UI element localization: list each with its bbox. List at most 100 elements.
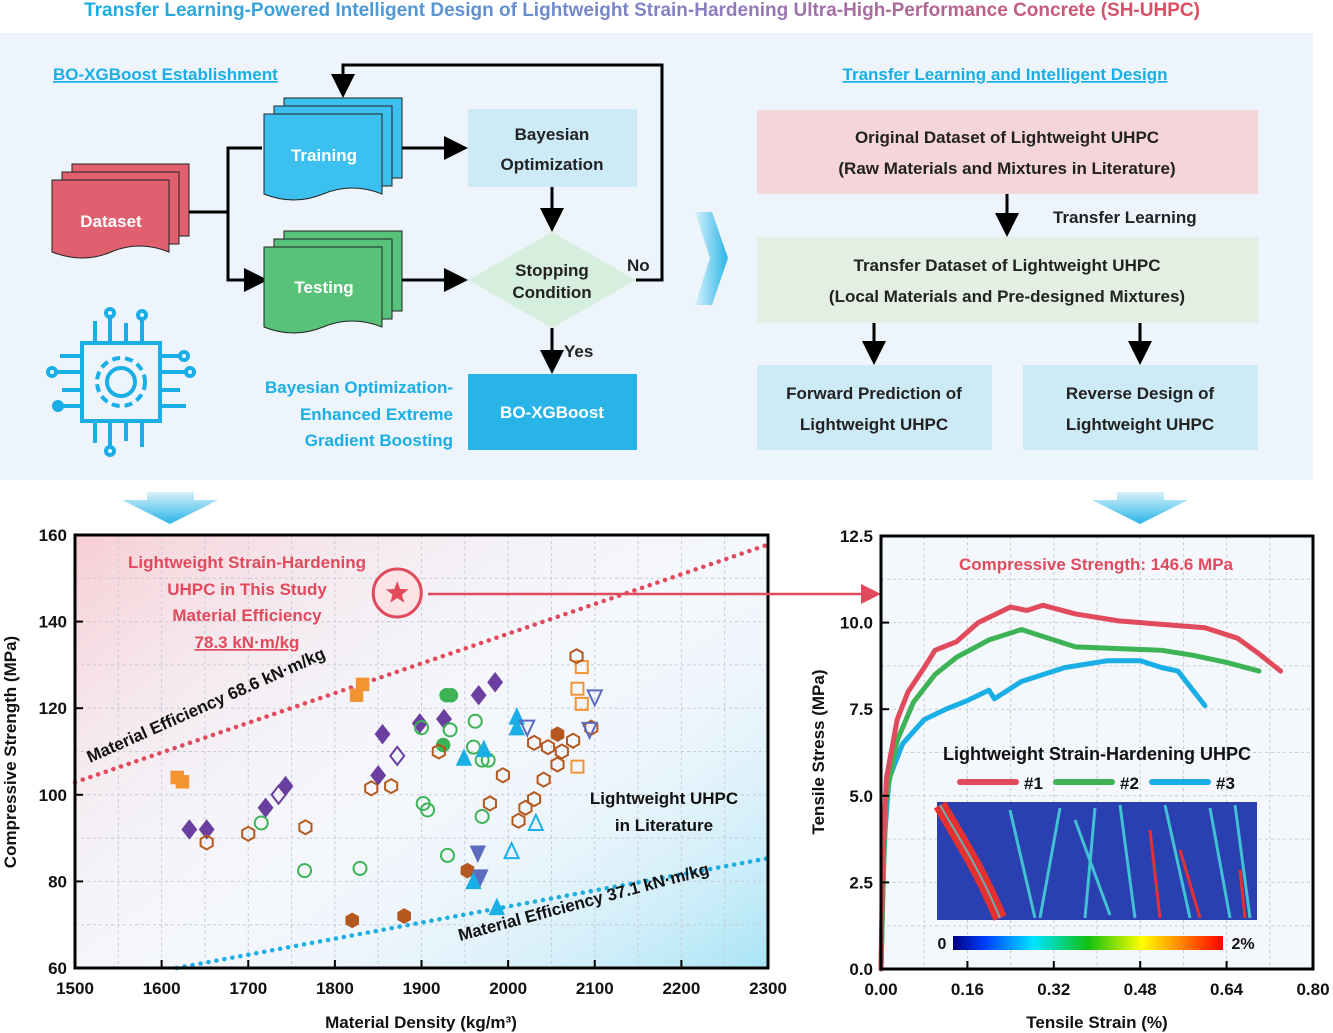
- data-point-circle: [465, 739, 481, 755]
- x-tick-label: 2000: [489, 979, 527, 998]
- data-point-hexagon: [460, 862, 475, 879]
- study-annotation-3: Material Efficiency: [172, 606, 322, 625]
- legend-label-3: #3: [1216, 774, 1235, 793]
- data-point-triangle-down: [586, 689, 604, 708]
- data-point-hexagon: [364, 780, 379, 797]
- data-point-hexagon: [569, 648, 584, 665]
- desc-line-3: Gradient Boosting: [305, 431, 453, 450]
- data-point-hexagon: [550, 756, 565, 773]
- y-tick-label: 12.5: [840, 527, 873, 546]
- stopping-label-1: Stopping: [515, 261, 589, 280]
- density-strength-scatter-chart: 1500 1600 1700 1800 1900 2000 2100 2200 2300 60 80…: [1, 526, 787, 1032]
- strain-colorbar: [953, 936, 1223, 950]
- data-point-circle: [467, 713, 483, 729]
- y-tick-label: 140: [39, 613, 67, 632]
- data-point-hexagon: [511, 812, 526, 829]
- data-point-circle: [420, 802, 436, 818]
- this-study-star-icon: [385, 581, 409, 603]
- data-point-diamond: [470, 684, 487, 706]
- original-dataset-node: [757, 110, 1258, 194]
- left-heading: BO-XGBoost Establishment: [53, 65, 278, 84]
- data-point-hexagon: [384, 777, 399, 795]
- circuit-chip-gear-icon: [46, 307, 196, 457]
- data-point-square: [570, 759, 585, 774]
- bayesian-optimization-node: [468, 109, 637, 187]
- data-point-triangle-down: [469, 845, 486, 864]
- data-point-hexagon: [397, 908, 411, 924]
- original-line-1: Original Dataset of Lightweight UHPC: [855, 128, 1159, 147]
- line-chart-title: Compressive Strength: 146.6 MPa: [959, 555, 1234, 574]
- data-point-hexagon: [345, 912, 360, 929]
- literature-label-2: in Literature: [615, 816, 713, 835]
- y-tick-label: 60: [48, 959, 67, 978]
- x-tick-label: 2100: [576, 979, 614, 998]
- training-node: Training: [263, 97, 403, 201]
- forward-line-1: Forward Prediction of: [786, 384, 962, 403]
- transfer-learning-label: Transfer Learning: [1053, 208, 1197, 227]
- data-point-circle: [442, 722, 458, 738]
- data-point-diamond: [374, 723, 391, 745]
- training-label: Training: [291, 146, 357, 165]
- transfer-line-1: Transfer Dataset of Lightweight UHPC: [854, 256, 1161, 275]
- data-point-triangle-up: [508, 717, 525, 736]
- y-tick-label: 100: [39, 786, 67, 805]
- down-arrow-right-icon: [1092, 492, 1188, 524]
- y-tick-label: 80: [48, 872, 67, 891]
- bo-xgboost-label: BO-XGBoost: [500, 403, 604, 422]
- x-tick-label: 2200: [662, 979, 700, 998]
- colorbar-max-label: 2%: [1231, 936, 1254, 953]
- data-point-triangle-down: [518, 719, 536, 739]
- data-point-diamond: [411, 713, 428, 734]
- loop-back-arrow: [331, 63, 664, 282]
- bo-xgboost-node: [468, 374, 637, 450]
- data-point-diamond: [487, 671, 504, 693]
- legend-title: Lightweight Strain-Hardening UHPC: [943, 744, 1251, 764]
- x-tick-label: 0.16: [951, 980, 984, 999]
- dataset-node: Dataset: [51, 163, 190, 259]
- x-tick-label: 1600: [143, 979, 181, 998]
- y-tick-label: 2.5: [849, 873, 873, 892]
- scatter-y-axis-label: Compressive Strength (MPa): [1, 636, 20, 868]
- down-arrow-left-icon: [122, 492, 218, 524]
- series-line-3: [878, 658, 1208, 972]
- bayesian-label-1: Bayesian: [515, 125, 590, 144]
- x-tick-label: 1700: [229, 979, 267, 998]
- data-point-square: [355, 677, 370, 692]
- series-line-2: [878, 627, 1262, 972]
- testing-node: Testing: [263, 230, 403, 334]
- data-point-circle: [352, 860, 368, 876]
- data-point-circle: [474, 808, 490, 824]
- tensile-stress-strain-chart: 0.00 0.16 0.32 0.48 0.64 0.80 0.0 2.5 5.0 7.5 10.0…: [809, 527, 1330, 1032]
- right-heading: Transfer Learning and Intelligent Design: [843, 65, 1168, 84]
- forward-prediction-node: [757, 365, 992, 450]
- reverse-line-1: Reverse Design of: [1066, 384, 1215, 403]
- scatter-x-axis-label: Material Density (kg/m³): [325, 1013, 517, 1032]
- x-tick-label: 0.00: [864, 980, 897, 999]
- legend-label-1: #1: [1024, 774, 1043, 793]
- line-x-axis-label: Tensile Strain (%): [1026, 1013, 1167, 1032]
- data-point-triangle-up: [488, 897, 506, 916]
- data-point-diamond: [257, 797, 274, 819]
- data-point-hexagon: [482, 795, 497, 812]
- x-tick-label: 2300: [749, 979, 787, 998]
- forward-line-2: Lightweight UHPC: [800, 415, 948, 434]
- figure-title: Transfer Learning-Powered Intelligent De…: [84, 0, 1200, 21]
- data-point-square: [574, 696, 589, 711]
- data-point-hexagon: [536, 771, 551, 788]
- literature-label-1: Lightweight UHPC: [590, 789, 738, 808]
- transfer-learning-flow: Transfer Learning and Intelligent Design…: [757, 65, 1258, 450]
- y-tick-label: 160: [39, 526, 67, 545]
- data-point-square: [175, 775, 190, 789]
- data-point-circle: [439, 847, 455, 863]
- series-line-1: [878, 602, 1284, 972]
- y-tick-label: 120: [39, 699, 67, 718]
- data-point-triangle-up: [475, 739, 493, 758]
- data-point-circle: [297, 863, 313, 879]
- data-point-hexagon: [550, 726, 565, 743]
- data-point-hexagon: [495, 767, 510, 784]
- x-tick-label: 1800: [316, 979, 354, 998]
- bayesian-label-2: Optimization: [501, 155, 604, 174]
- data-point-hexagon: [431, 743, 446, 760]
- colorbar-min-label: 0: [938, 936, 947, 953]
